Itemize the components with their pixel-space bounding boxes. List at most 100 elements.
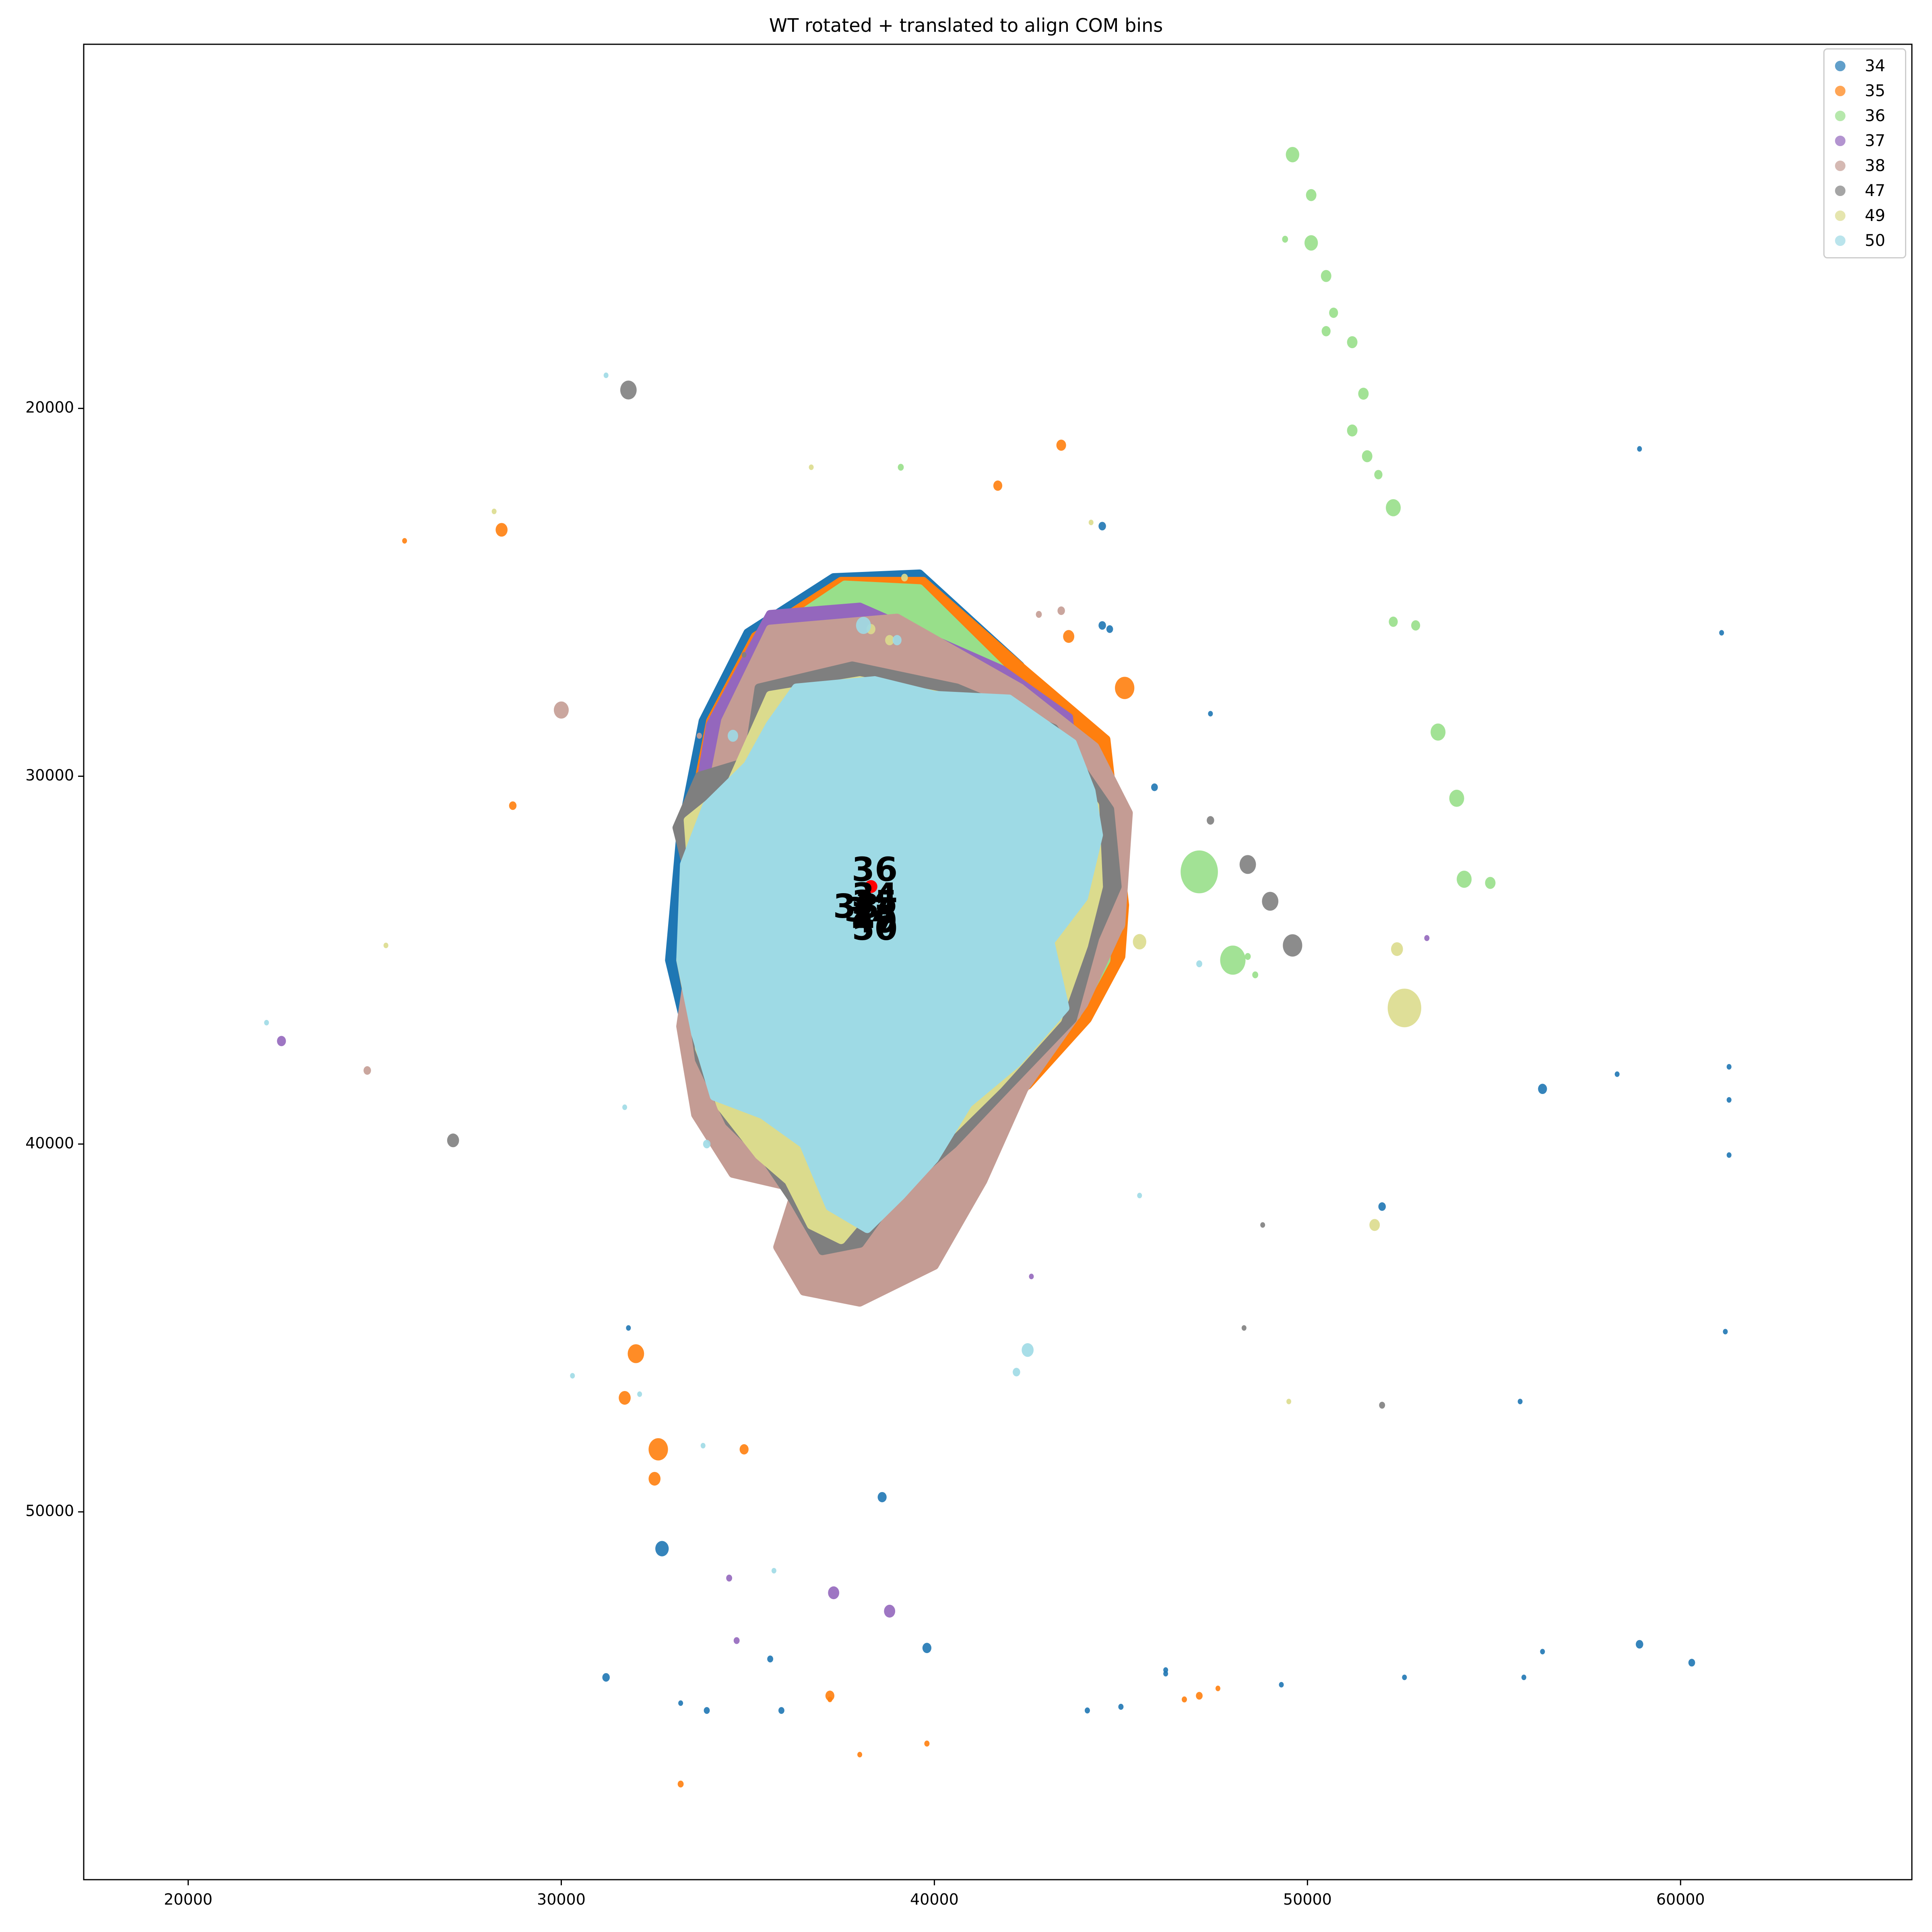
series-50-point bbox=[570, 1373, 575, 1379]
legend-item-50: 50 bbox=[1825, 228, 1905, 253]
series-35-point bbox=[1115, 677, 1135, 699]
series-50-point bbox=[1196, 960, 1202, 968]
series-36-point bbox=[1347, 336, 1358, 349]
series-50-point bbox=[700, 1443, 706, 1449]
legend-label: 34 bbox=[1865, 57, 1885, 75]
series-34-point bbox=[1402, 1674, 1407, 1680]
series-35-point bbox=[1181, 1696, 1187, 1703]
series-49-point bbox=[491, 508, 497, 514]
series-35-point bbox=[1196, 1692, 1203, 1700]
series-36-point bbox=[1306, 189, 1317, 201]
legend-marker bbox=[1835, 161, 1845, 171]
series-36-point bbox=[1282, 235, 1288, 243]
centroid-label-47: 47 bbox=[852, 898, 898, 937]
series-47-point bbox=[620, 380, 637, 400]
x-tick-label: 30000 bbox=[537, 1891, 586, 1908]
series-35-point bbox=[648, 1472, 661, 1486]
legend-marker bbox=[1835, 186, 1845, 196]
series-47-point bbox=[741, 652, 747, 658]
series-49-point bbox=[1088, 520, 1094, 525]
series-34-point bbox=[1098, 621, 1106, 630]
series-36-point bbox=[1389, 616, 1398, 627]
series-34-point bbox=[1106, 625, 1113, 633]
series-36-point bbox=[1411, 620, 1420, 631]
legend-marker bbox=[1835, 61, 1845, 71]
series-34-point bbox=[1208, 711, 1213, 717]
series-36-point bbox=[1220, 945, 1246, 975]
series-35-point bbox=[825, 1690, 835, 1701]
y-tick-label: 30000 bbox=[25, 766, 74, 784]
series-34-point bbox=[1540, 1649, 1545, 1655]
legend-marker bbox=[1835, 235, 1845, 246]
series-layer bbox=[264, 147, 1732, 1788]
series-34-point bbox=[655, 1541, 669, 1556]
series-38-point bbox=[553, 701, 569, 719]
series-50-point bbox=[622, 1104, 627, 1110]
series-34-point bbox=[1726, 1152, 1732, 1158]
series-50-point bbox=[703, 1139, 711, 1149]
series-34-point bbox=[678, 1700, 683, 1706]
centroid-label-49: 49 bbox=[852, 902, 898, 941]
series-34-point bbox=[1163, 1667, 1168, 1673]
series-36-point bbox=[1321, 326, 1331, 336]
y-tick-label: 50000 bbox=[25, 1502, 74, 1520]
series-35-point bbox=[924, 1740, 930, 1747]
series-34-point bbox=[767, 1655, 773, 1663]
series-34-point bbox=[1151, 783, 1158, 791]
legend-label: 37 bbox=[1865, 132, 1885, 150]
series-50-point bbox=[892, 635, 902, 646]
series-36-point bbox=[1485, 877, 1496, 889]
series-34-point bbox=[1378, 1202, 1386, 1211]
centroid-label-37: 37 bbox=[844, 891, 890, 929]
series-34-point bbox=[1726, 1097, 1732, 1103]
series-34-point bbox=[1517, 1399, 1523, 1404]
series-47-point bbox=[1283, 934, 1302, 957]
series-36-point bbox=[1362, 450, 1373, 462]
series-47-point bbox=[1207, 816, 1214, 825]
series-34-point bbox=[1084, 1707, 1090, 1714]
series-38-point bbox=[363, 1066, 371, 1075]
series-47-point bbox=[1262, 892, 1279, 911]
legend-label: 35 bbox=[1865, 82, 1885, 100]
series-49-point bbox=[885, 635, 894, 646]
series-36-point bbox=[898, 464, 904, 471]
series-36-point bbox=[1374, 470, 1383, 479]
legend-item-47: 47 bbox=[1825, 178, 1905, 203]
series-36-point bbox=[1245, 953, 1251, 960]
series-34-point bbox=[1723, 1329, 1728, 1335]
series-36-point bbox=[1358, 388, 1369, 400]
series-50-point bbox=[264, 1020, 269, 1026]
series-34-point bbox=[626, 1325, 631, 1331]
series-49-point bbox=[383, 942, 388, 948]
series-36-point bbox=[1347, 424, 1358, 437]
chart-title: WT rotated + translated to align COM bin… bbox=[769, 14, 1163, 36]
series-37-point bbox=[733, 1637, 740, 1644]
series-34-point bbox=[1614, 1071, 1620, 1077]
centroid-label-35: 35 bbox=[852, 884, 898, 922]
legend-label: 36 bbox=[1865, 107, 1885, 125]
legend-item-49: 49 bbox=[1825, 203, 1905, 228]
legend-label: 38 bbox=[1865, 157, 1885, 175]
y-tick-label: 40000 bbox=[25, 1134, 74, 1152]
plot-frame bbox=[83, 43, 1913, 1880]
series-35-point bbox=[993, 480, 1003, 491]
series-50-point bbox=[1137, 1193, 1142, 1199]
series-37-point bbox=[277, 1036, 286, 1046]
series-36-point bbox=[1457, 871, 1472, 888]
series-50-point bbox=[771, 1568, 776, 1574]
series-36-point bbox=[1449, 790, 1464, 807]
series-34-point bbox=[704, 1707, 710, 1714]
series-47-point bbox=[1239, 855, 1256, 874]
series-35-point bbox=[509, 801, 517, 810]
series-34-point bbox=[1098, 522, 1106, 530]
series-36-point bbox=[1386, 499, 1401, 516]
series-37-point bbox=[828, 1586, 840, 1600]
series-50 bbox=[264, 372, 1202, 1574]
legend-item-37: 37 bbox=[1825, 128, 1905, 153]
com-marker bbox=[864, 880, 877, 893]
series-34-point bbox=[877, 1492, 887, 1503]
legend-item-35: 35 bbox=[1825, 78, 1905, 103]
series-36-point bbox=[1304, 235, 1318, 251]
series-34-point bbox=[1637, 446, 1642, 452]
